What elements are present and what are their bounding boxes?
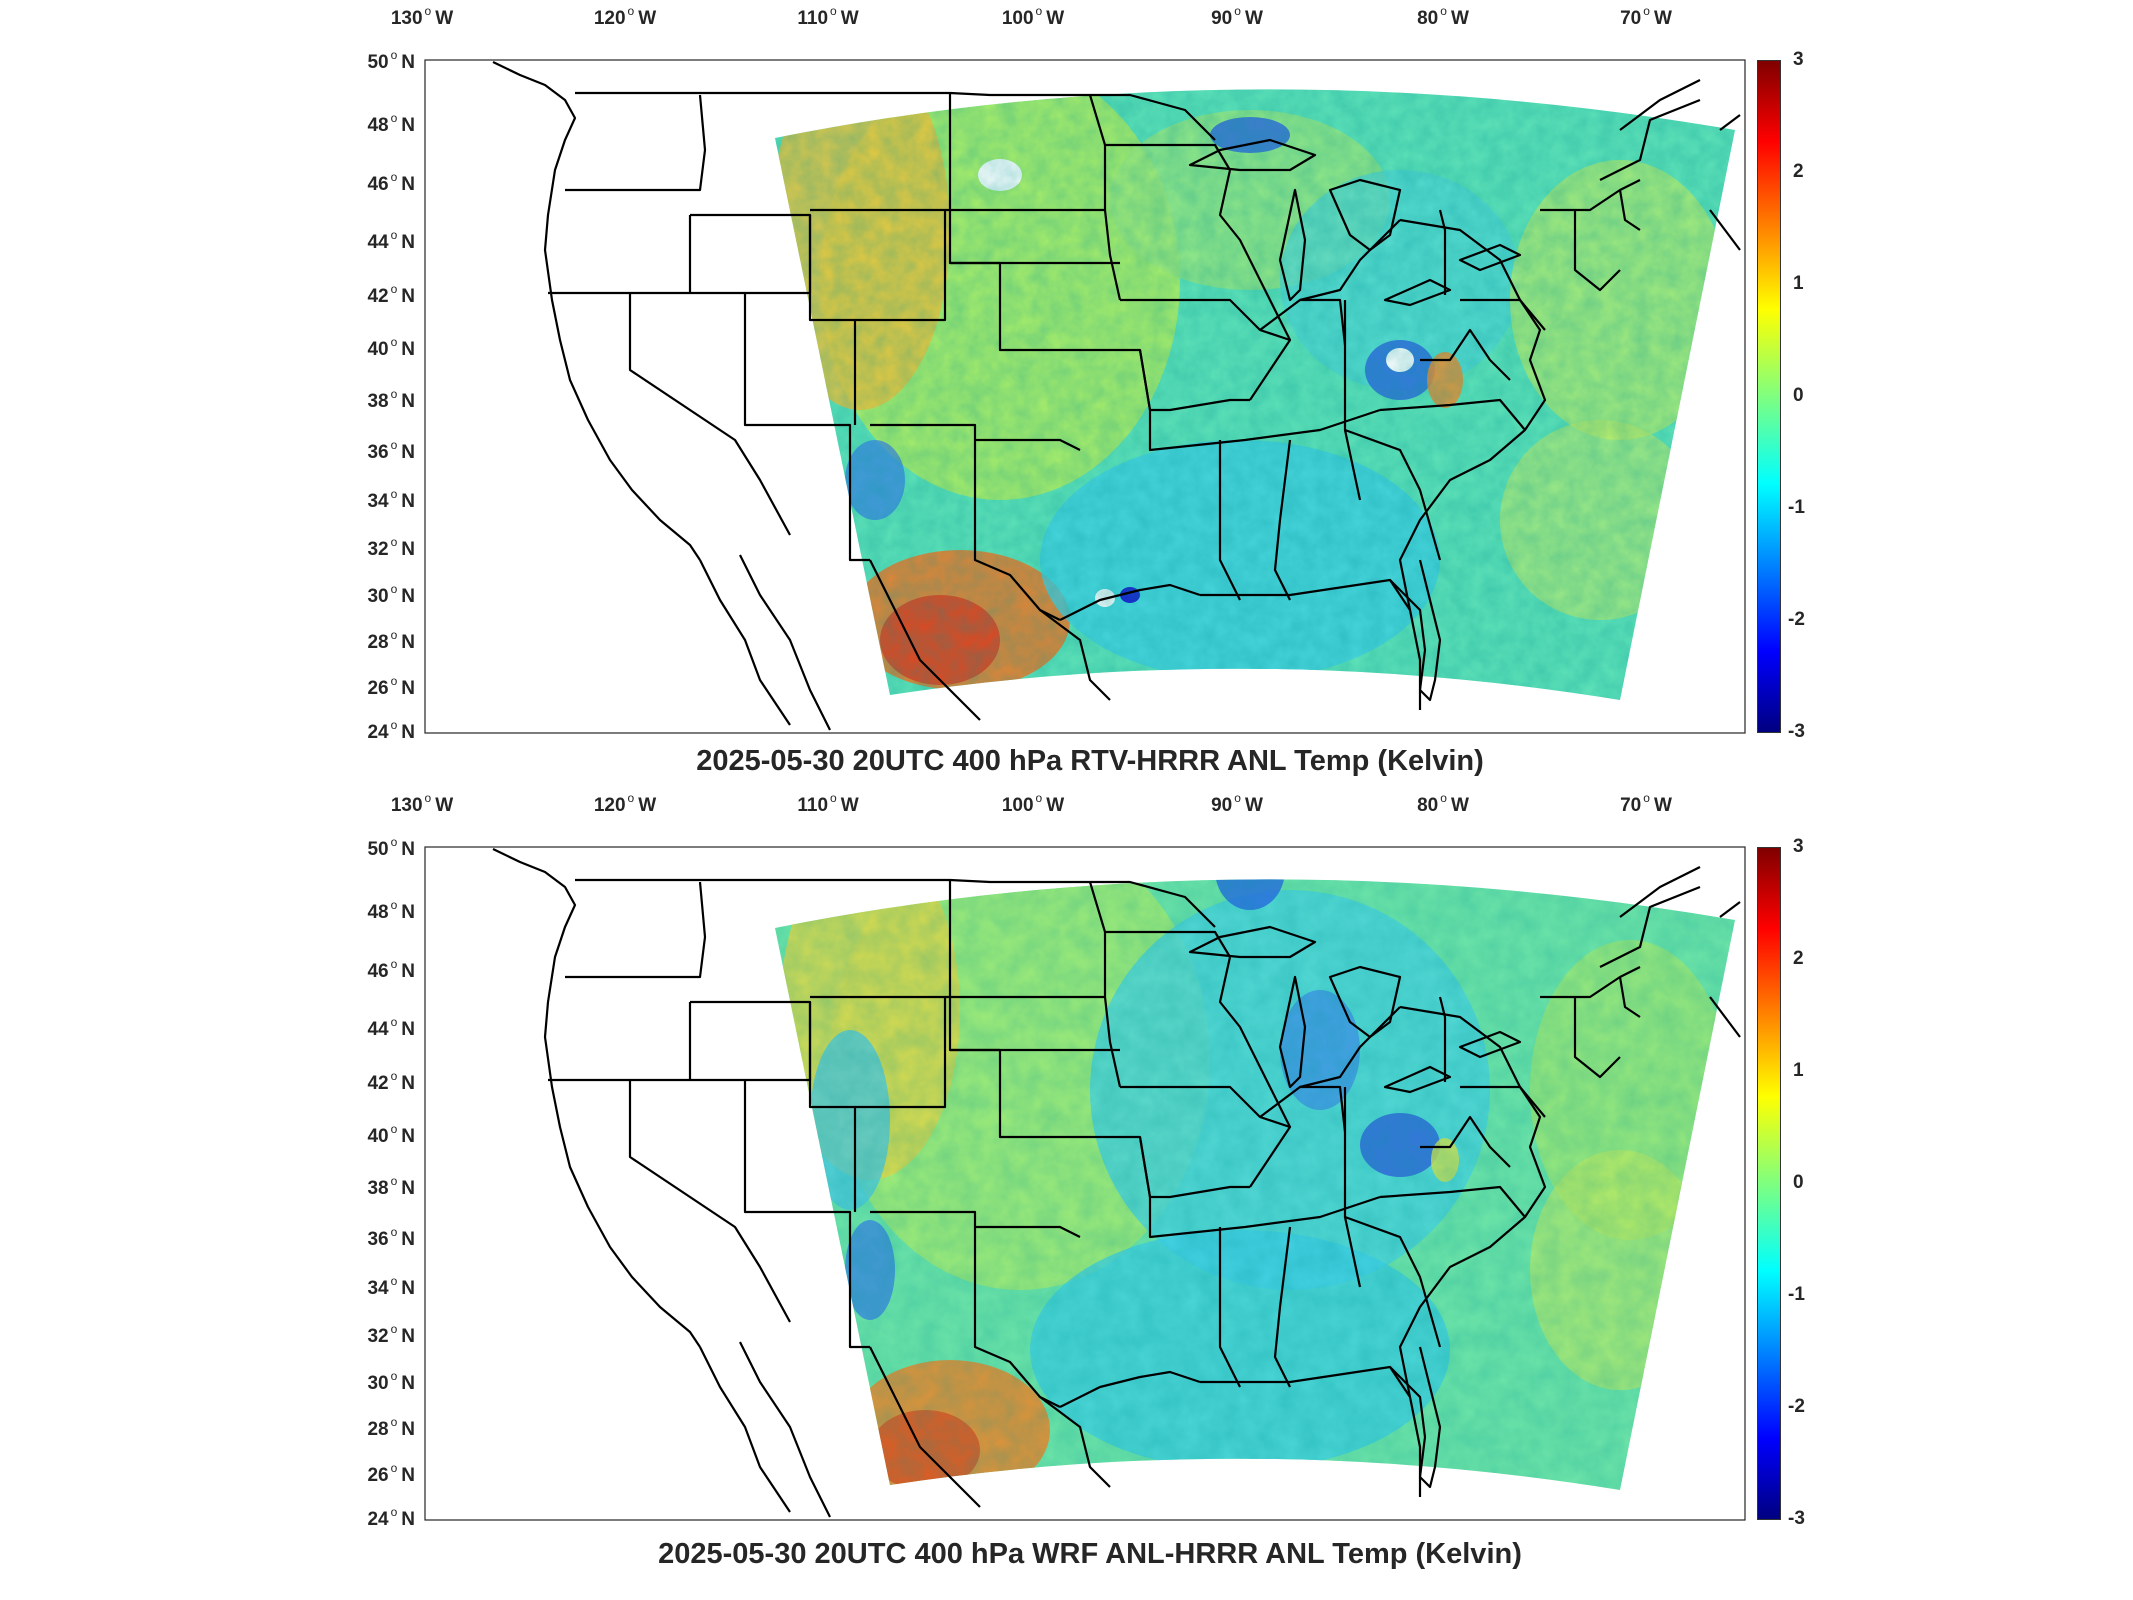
lat-label-24: 24 o N <box>367 718 415 743</box>
bottom-anomaly-field <box>775 879 1735 1491</box>
bottom-colorbar-tick: 0 <box>1793 1172 1804 1193</box>
lon-label-90: 90 o W <box>1211 791 1263 816</box>
top-anomaly-field <box>775 89 1735 701</box>
top-colorbar-tick: -2 <box>1788 609 1805 630</box>
lat-label-30: 30 o N <box>367 1369 415 1394</box>
lat-label-46: 46 o N <box>367 957 415 982</box>
lat-label-50: 50 o N <box>367 48 415 73</box>
lat-label-40: 40 o N <box>367 335 415 360</box>
bottom-colorbar-tick: -2 <box>1788 1396 1805 1417</box>
lon-label-120: 120 o W <box>593 4 657 29</box>
lat-label-44: 44 o N <box>367 228 415 253</box>
top-colorbar-tick: 3 <box>1793 49 1804 70</box>
lat-label-34: 34 o N <box>367 487 415 512</box>
top-colorbar-tick: 2 <box>1793 161 1804 182</box>
lon-label-80: 80 o W <box>1417 791 1469 816</box>
lon-label-130: 130 o W <box>390 4 454 29</box>
top-colorbar-tick: -1 <box>1788 497 1805 518</box>
lat-label-50: 50 o N <box>367 835 415 860</box>
lon-label-110: 110 o W <box>797 4 859 29</box>
lat-label-44: 44 o N <box>367 1015 415 1040</box>
lon-label-130: 130 o W <box>390 791 454 816</box>
lat-label-42: 42 o N <box>367 1069 415 1094</box>
bottom-colorbar-tick: 3 <box>1793 836 1804 857</box>
top-state-boundaries <box>492 61 1741 731</box>
top-map-panel: 130 o W 120 o W 110 o W 100 o W 90 o W 80 o W 70 o W 5… <box>0 0 2133 790</box>
top-map-svg <box>424 59 1746 734</box>
lon-label-90: 90 o W <box>1211 4 1263 29</box>
bottom-colorbar-tick: -3 <box>1788 1508 1805 1529</box>
lon-label-70: 70 o W <box>1620 4 1672 29</box>
lat-label-38: 38 o N <box>367 387 415 412</box>
lat-label-36: 36 o N <box>367 438 415 463</box>
top-colorbar-tick: 0 <box>1793 385 1804 406</box>
lat-label-46: 46 o N <box>367 170 415 195</box>
lon-label-100: 100 o W <box>1001 4 1065 29</box>
lat-label-30: 30 o N <box>367 582 415 607</box>
lat-label-48: 48 o N <box>367 898 415 923</box>
lon-label-70: 70 o W <box>1620 791 1672 816</box>
lat-label-28: 28 o N <box>367 628 415 653</box>
lat-label-26: 26 o N <box>367 1461 415 1486</box>
lat-label-48: 48 o N <box>367 111 415 136</box>
lat-label-32: 32 o N <box>367 1322 415 1347</box>
lat-label-28: 28 o N <box>367 1415 415 1440</box>
lon-label-120: 120 o W <box>593 791 657 816</box>
bottom-colorbar-tick: 1 <box>1793 1060 1804 1081</box>
top-colorbar <box>1757 60 1781 733</box>
lon-label-80: 80 o W <box>1417 4 1469 29</box>
lat-label-42: 42 o N <box>367 282 415 307</box>
top-colorbar-tick: 1 <box>1793 273 1804 294</box>
lat-label-38: 38 o N <box>367 1174 415 1199</box>
lat-label-40: 40 o N <box>367 1122 415 1147</box>
bottom-colorbar-tick: -1 <box>1788 1284 1805 1305</box>
lon-label-110: 110 o W <box>797 791 859 816</box>
bottom-panel-title: 2025-05-30 20UTC 400 hPa WRF ANL-HRRR AN… <box>658 1538 1522 1570</box>
lat-label-34: 34 o N <box>367 1274 415 1299</box>
bottom-map-panel: 130 o W 120 o W 110 o W 100 o W 90 o W 80 o W 70 o W 5… <box>0 790 2133 1600</box>
bottom-colorbar <box>1757 847 1781 1520</box>
top-panel-title: 2025-05-30 20UTC 400 hPa RTV-HRRR ANL Te… <box>696 745 1484 777</box>
top-colorbar-tick: -3 <box>1788 721 1805 742</box>
bottom-state-boundaries <box>492 848 1741 1518</box>
bottom-colorbar-tick: 2 <box>1793 948 1804 969</box>
lat-label-26: 26 o N <box>367 674 415 699</box>
lon-label-100: 100 o W <box>1001 791 1065 816</box>
lat-label-32: 32 o N <box>367 535 415 560</box>
lat-label-24: 24 o N <box>367 1505 415 1530</box>
bottom-map-svg <box>424 846 1746 1521</box>
lat-label-36: 36 o N <box>367 1225 415 1250</box>
